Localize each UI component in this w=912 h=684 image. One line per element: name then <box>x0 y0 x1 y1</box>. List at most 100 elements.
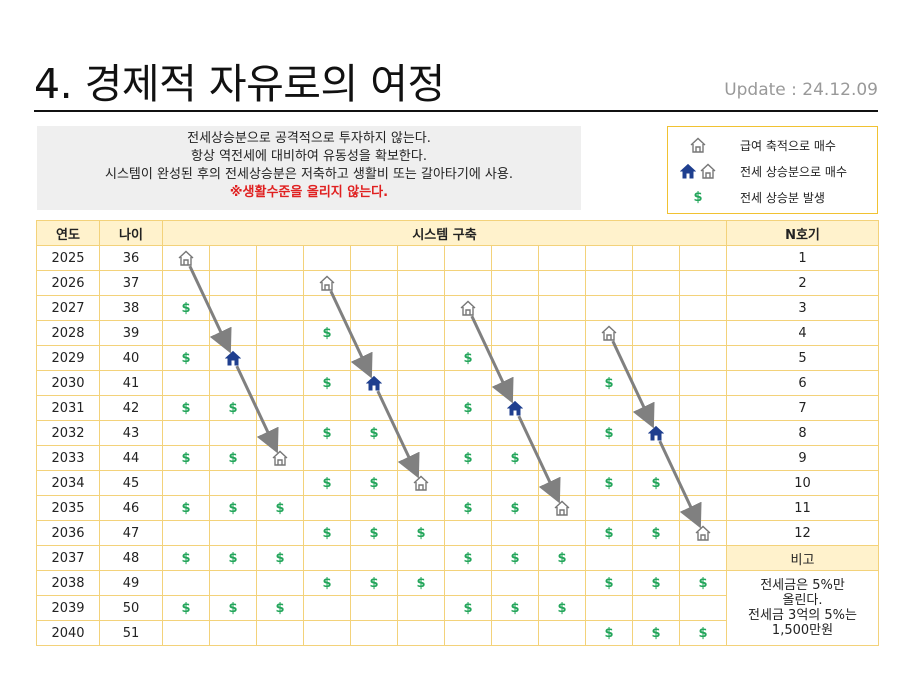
grid-cell: $ <box>491 495 539 521</box>
dollar-icon: $ <box>322 325 332 341</box>
grid-cell <box>209 370 257 396</box>
year-cell: 2026 <box>36 270 100 296</box>
dollar-icon: $ <box>604 375 614 391</box>
age-cell: 45 <box>99 470 163 496</box>
house-outline-icon <box>319 275 335 291</box>
grid-cell <box>209 470 257 496</box>
grid-cell <box>256 270 304 296</box>
grid-cell <box>162 420 210 446</box>
grid-cell <box>303 395 351 421</box>
grid-cell <box>632 345 680 371</box>
table-row: 2036 47 $ $ $ $ $12 <box>36 520 879 546</box>
grid-cell <box>632 395 680 421</box>
table-row: 2031 42 $ $ $7 <box>36 395 879 421</box>
grid-cell: $ <box>632 570 680 596</box>
table-header-row: 연도 나이 시스템 구축 N호기 <box>36 220 879 246</box>
grid-cell <box>303 495 351 521</box>
memo-line2: 올린다. <box>782 593 823 608</box>
dollar-icon: $ <box>181 350 191 366</box>
grid-cell <box>350 245 398 271</box>
grid-cell: $ <box>538 595 586 621</box>
grid-cell <box>162 270 210 296</box>
dollar-icon: $ <box>322 575 332 591</box>
remark-header: 비고 <box>726 545 879 571</box>
grid-cell <box>444 270 492 296</box>
grid-cell <box>585 320 633 346</box>
grid-cell <box>397 370 445 396</box>
dollar-icon: $ <box>698 575 708 591</box>
grid-cell <box>491 270 539 296</box>
grid-cell: $ <box>350 470 398 496</box>
dollar-icon: $ <box>181 600 191 616</box>
grid-cell <box>632 545 680 571</box>
n-cell: 3 <box>726 295 879 321</box>
age-cell: 46 <box>99 495 163 521</box>
grid-cell <box>256 420 304 446</box>
dollar-icon: $ <box>369 425 379 441</box>
grid-cell <box>303 445 351 471</box>
n-cell: 1 <box>726 245 879 271</box>
header-year: 연도 <box>36 220 100 246</box>
grid-cell <box>538 370 586 396</box>
legend-item-salary: 급여 축적으로 매수 <box>668 135 877 155</box>
age-cell: 39 <box>99 320 163 346</box>
n-cell: 8 <box>726 420 879 446</box>
grid-cell: $ <box>585 470 633 496</box>
grid-cell <box>679 420 727 446</box>
grid-cell: $ <box>209 495 257 521</box>
grid-cell <box>256 345 304 371</box>
dollar-icon: $ <box>604 625 614 641</box>
grid-cell <box>162 370 210 396</box>
dollar-icon: $ <box>463 550 473 566</box>
grid-cell <box>632 270 680 296</box>
year-cell: 2040 <box>36 620 100 646</box>
grid-cell <box>585 270 633 296</box>
grid-cell <box>632 495 680 521</box>
year-cell: 2036 <box>36 520 100 546</box>
grid-cell <box>538 295 586 321</box>
grid-cell <box>303 545 351 571</box>
grid-cell <box>162 470 210 496</box>
table-row: 2032 43 $ $ $8 <box>36 420 879 446</box>
grid-cell <box>444 320 492 346</box>
table-row: 2025 36 1 <box>36 245 879 271</box>
grid-cell <box>256 370 304 396</box>
grid-cell <box>444 520 492 546</box>
house-filled-icon <box>225 350 241 366</box>
house-outline-icon <box>272 450 288 466</box>
grid-cell: $ <box>585 420 633 446</box>
dollar-icon: $ <box>510 450 520 466</box>
grid-cell <box>397 295 445 321</box>
grid-cell: $ <box>679 620 727 646</box>
grid-cell: $ <box>538 545 586 571</box>
house-outline-icon <box>695 525 711 541</box>
grid-cell <box>350 445 398 471</box>
age-cell: 36 <box>99 245 163 271</box>
grid-cell <box>397 595 445 621</box>
dollar-icon: $ <box>463 450 473 466</box>
grid-cell: $ <box>585 620 633 646</box>
grid-cell <box>397 270 445 296</box>
dollar-icon: $ <box>322 425 332 441</box>
journey-table: 연도 나이 시스템 구축 N호기 2025 36 1 2026 37 2 2027 38 $3 2… <box>36 220 879 646</box>
grid-cell <box>679 345 727 371</box>
grid-cell: $ <box>444 495 492 521</box>
grid-cell <box>162 570 210 596</box>
grid-cell <box>397 445 445 471</box>
age-cell: 40 <box>99 345 163 371</box>
grid-cell <box>632 370 680 396</box>
age-cell: 48 <box>99 545 163 571</box>
grid-cell <box>444 295 492 321</box>
table-row: 2038 49 $ $ $ $ $ $ 전세금은 5%만 올린다. 전세금 3억의 5%는 1,500… <box>36 570 879 646</box>
grid-cell <box>538 320 586 346</box>
grid-cell <box>491 370 539 396</box>
grid-cell <box>632 320 680 346</box>
grid-cell <box>256 520 304 546</box>
grid-cell <box>350 495 398 521</box>
grid-cell: $ <box>209 445 257 471</box>
grid-cell <box>444 570 492 596</box>
table-row: 2035 46 $ $ $ $ $11 <box>36 495 879 521</box>
dollar-icon: $ <box>181 500 191 516</box>
grid-cell <box>538 395 586 421</box>
dollar-icon: $ <box>463 500 473 516</box>
